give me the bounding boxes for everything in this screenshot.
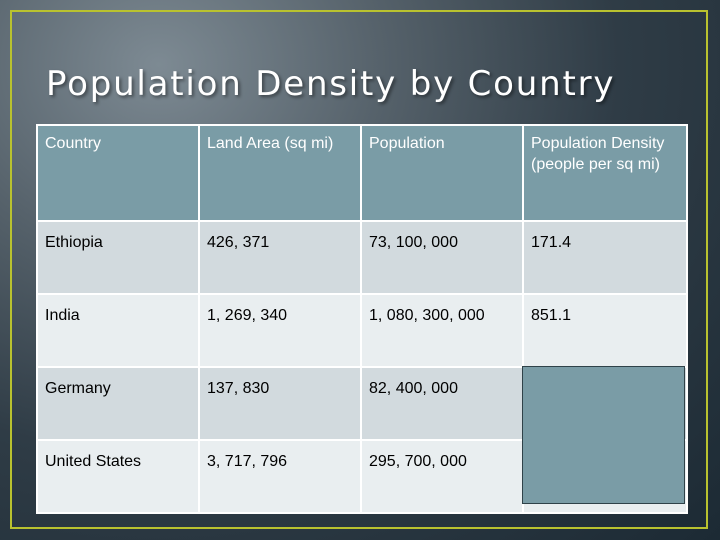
cell-land-area: 426, 371 xyxy=(198,220,362,295)
header-land-area: Land Area (sq mi) xyxy=(198,124,362,222)
cell-population: 73, 100, 000 xyxy=(360,220,524,295)
cell-country: Ethiopia xyxy=(36,220,200,295)
table-row-ethiopia: Ethiopia 426, 371 73, 100, 000 171.4 xyxy=(36,220,688,295)
header-population: Population xyxy=(360,124,524,222)
cell-land-area: 3, 717, 796 xyxy=(198,439,362,514)
cell-land-area: 137, 830 xyxy=(198,366,362,441)
header-country: Country xyxy=(36,124,200,222)
cell-population: 82, 400, 000 xyxy=(360,366,524,441)
cell-country: Germany xyxy=(36,366,200,441)
table-header-row: Country Land Area (sq mi) Population Pop… xyxy=(36,124,688,222)
cell-population: 295, 700, 000 xyxy=(360,439,524,514)
cell-density: 851.1 xyxy=(522,293,688,368)
cell-population: 1, 080, 300, 000 xyxy=(360,293,524,368)
table-row-india: India 1, 269, 340 1, 080, 300, 000 851.1 xyxy=(36,293,688,368)
header-population-density: Population Density (people per sq mi) xyxy=(522,124,688,222)
cell-land-area: 1, 269, 340 xyxy=(198,293,362,368)
cell-country: United States xyxy=(36,439,200,514)
answer-cover-box[interactable] xyxy=(522,366,685,504)
slide-title: Population Density by Country xyxy=(46,64,616,104)
cell-density: 171.4 xyxy=(522,220,688,295)
cell-country: India xyxy=(36,293,200,368)
slide-border xyxy=(10,10,708,529)
